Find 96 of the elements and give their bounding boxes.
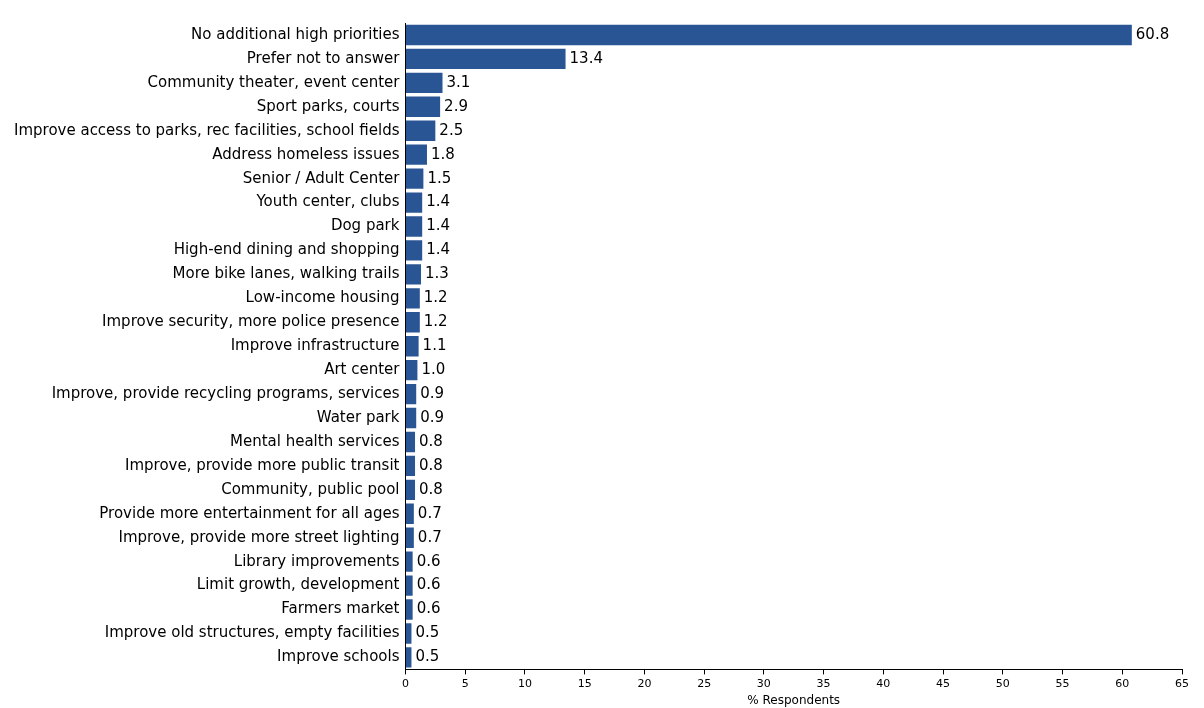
- x-tick-label: 20: [637, 676, 652, 690]
- x-tick-label: 50: [995, 676, 1010, 690]
- bar: [405, 72, 443, 94]
- bar: [405, 24, 1132, 46]
- data-label: 0.8: [419, 455, 443, 474]
- data-label: 1.4: [426, 192, 451, 211]
- x-tick-label: 40: [876, 676, 891, 690]
- bar: [405, 479, 416, 501]
- bar: [405, 527, 414, 548]
- y-tick-label: Youth center, clubs: [255, 192, 400, 211]
- bar: [405, 599, 413, 620]
- y-tick-label: Improve old structures, empty facilities: [104, 623, 400, 642]
- bar: [405, 455, 416, 477]
- bar: [405, 623, 412, 644]
- x-tick-label: 25: [697, 676, 712, 690]
- data-label: 2.9: [444, 96, 468, 115]
- y-tick-label: Mental health services: [229, 431, 400, 450]
- y-tick-label: Improve security, more police presence: [102, 312, 400, 331]
- data-label: 0.7: [417, 527, 442, 546]
- data-label: 1.8: [430, 144, 455, 163]
- bar: [405, 96, 441, 117]
- bar: [405, 407, 417, 429]
- y-tick-label: Library improvements: [233, 551, 400, 570]
- y-tick-label: More bike lanes, walking trails: [172, 264, 400, 283]
- data-label: 1.4: [426, 240, 451, 259]
- x-tick-label: 35: [816, 676, 831, 690]
- bar: [405, 503, 414, 524]
- data-label: 0.8: [419, 479, 443, 498]
- bar: [405, 192, 423, 213]
- bar: [405, 48, 566, 70]
- bar: [405, 551, 413, 572]
- y-tick-label: Low-income housing: [245, 288, 400, 307]
- x-tick-label: 60: [1115, 676, 1130, 690]
- bar: [405, 240, 423, 261]
- bar: [405, 431, 416, 453]
- y-tick-label: Limit growth, development: [196, 575, 400, 594]
- data-label: 2.5: [439, 120, 464, 139]
- bar: [405, 144, 427, 165]
- y-tick-label: Dog park: [330, 216, 400, 235]
- data-label: 0.7: [417, 503, 442, 522]
- data-label: 1.1: [422, 336, 447, 355]
- y-tick-label: Farmers market: [281, 599, 400, 618]
- y-tick-label: Community theater, event center: [147, 72, 401, 91]
- data-label: 0.9: [420, 407, 445, 426]
- x-axis-title: % Respondents: [747, 692, 841, 707]
- x-tick-label: 15: [577, 676, 592, 690]
- bar: [405, 359, 418, 381]
- x-tick-label: 45: [936, 676, 951, 690]
- x-tick-label: 55: [1055, 676, 1070, 690]
- data-label: 0.8: [419, 431, 443, 450]
- x-tick-label: 65: [1175, 676, 1189, 690]
- bar: [405, 575, 413, 596]
- y-tick-label: No additional high priorities: [191, 24, 400, 43]
- y-tick-label: Prefer not to answer: [246, 48, 401, 67]
- y-tick-label: Improve, provide recycling programs, services: [51, 383, 400, 402]
- data-label: 13.4: [569, 48, 603, 67]
- data-label: 1.0: [421, 360, 446, 379]
- y-tick-label: Improve access to parks, rec facilities, school fields: [13, 120, 400, 139]
- bar: [405, 168, 424, 189]
- x-tick-label: 30: [756, 676, 771, 690]
- data-label: 1.2: [423, 288, 448, 307]
- data-label: 0.6: [416, 575, 441, 594]
- bar: [405, 288, 420, 309]
- bar: [405, 120, 436, 141]
- x-tick-label: 0: [401, 676, 409, 690]
- y-tick-label: High-end dining and shopping: [173, 240, 400, 259]
- data-label: 3.1: [446, 72, 471, 91]
- data-label: 1.4: [426, 216, 451, 235]
- y-tick-label: Water park: [316, 407, 400, 426]
- y-tick-label: Improve, provide more public transit: [125, 455, 400, 474]
- data-label: 0.6: [416, 551, 441, 570]
- data-label: 0.5: [415, 623, 440, 642]
- y-tick-label: Improve, provide more street lighting: [118, 527, 400, 546]
- bar: [405, 647, 412, 668]
- data-label: 1.5: [427, 168, 452, 187]
- data-label: 0.6: [416, 599, 441, 618]
- bar: [405, 383, 417, 405]
- y-tick-label: Sport parks, courts: [256, 96, 400, 115]
- bar: [405, 264, 421, 285]
- data-label: 1.2: [423, 312, 448, 331]
- x-tick-label: 10: [517, 676, 532, 690]
- y-tick-label: Address homeless issues: [212, 144, 400, 163]
- bar: [405, 216, 423, 237]
- y-tick-label: Improve schools: [277, 647, 400, 666]
- data-label: 0.5: [415, 647, 440, 666]
- y-tick-label: Provide more entertainment for all ages: [99, 503, 400, 522]
- y-tick-label: Art center: [324, 360, 401, 379]
- x-tick-label: 5: [461, 676, 469, 690]
- y-tick-label: Senior / Adult Center: [242, 168, 401, 187]
- y-tick-label: Improve infrastructure: [230, 336, 400, 355]
- y-tick-label: Community, public pool: [221, 479, 400, 498]
- data-label: 0.9: [420, 383, 445, 402]
- bar: [405, 312, 420, 333]
- data-label: 60.8: [1135, 24, 1170, 43]
- bar: [405, 336, 419, 357]
- data-label: 1.3: [425, 264, 449, 283]
